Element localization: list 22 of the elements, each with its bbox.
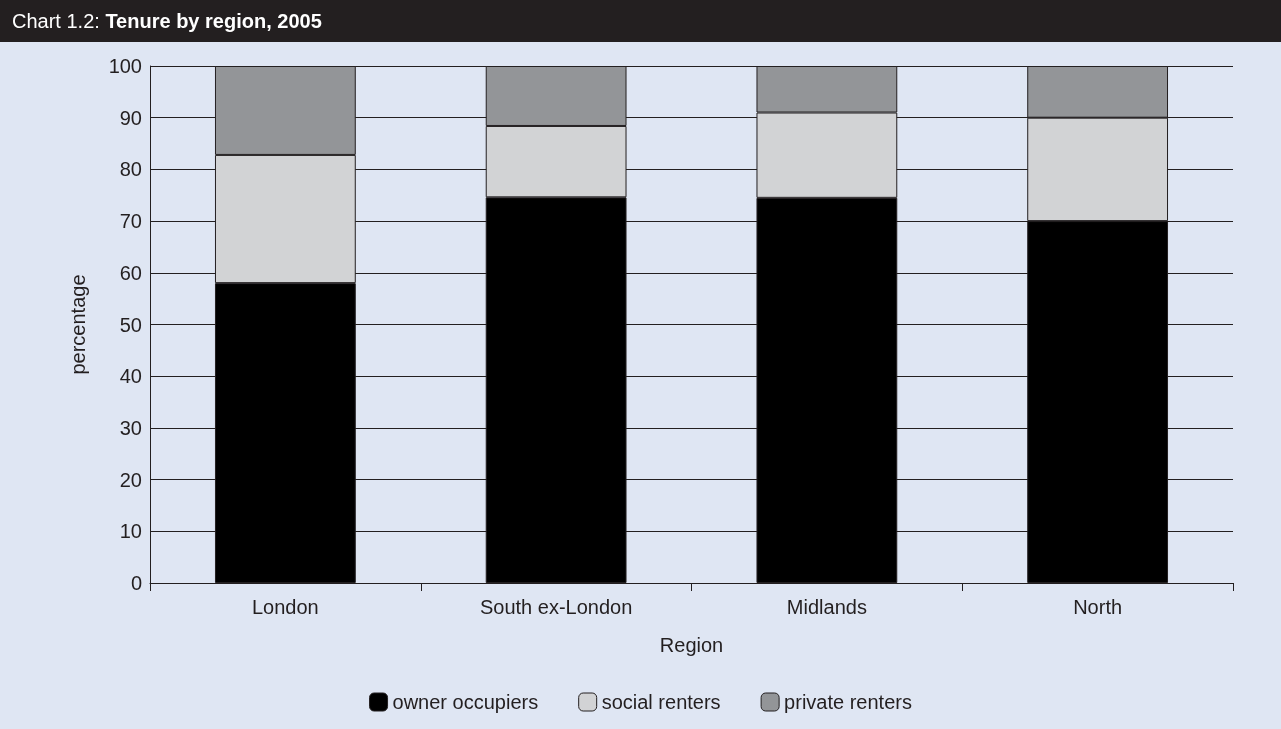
x-tick-label: Midlands: [786, 596, 867, 618]
legend-label: social renters: [601, 691, 721, 713]
chart-title: Chart 1.2:: [12, 10, 101, 32]
y-tick-label: 20: [119, 468, 142, 491]
chart-subtitle: Tenure by region, 2005: [105, 10, 322, 32]
x-axis-title: Region: [659, 634, 724, 656]
y-tick-label: 80: [119, 158, 142, 181]
y-tick-label: 0: [130, 572, 142, 594]
y-axis-title: percentage: [67, 274, 89, 375]
y-tick-label: 100: [108, 55, 142, 77]
y-tick-label: 70: [119, 210, 142, 233]
legend-label: private renters: [784, 691, 912, 713]
x-tick-label: London: [252, 596, 319, 618]
y-tick-label: 90: [119, 106, 142, 129]
y-tick-label: 10: [119, 520, 142, 543]
y-tick-label: 50: [119, 313, 142, 336]
x-tick-label: North: [1073, 596, 1123, 618]
x-tick-label: South ex-London: [479, 596, 633, 618]
y-tick-label: 60: [119, 261, 142, 284]
y-tick-label: 30: [119, 416, 142, 439]
legend-label: owner occupiers: [392, 691, 539, 713]
y-tick-label: 40: [119, 365, 142, 388]
